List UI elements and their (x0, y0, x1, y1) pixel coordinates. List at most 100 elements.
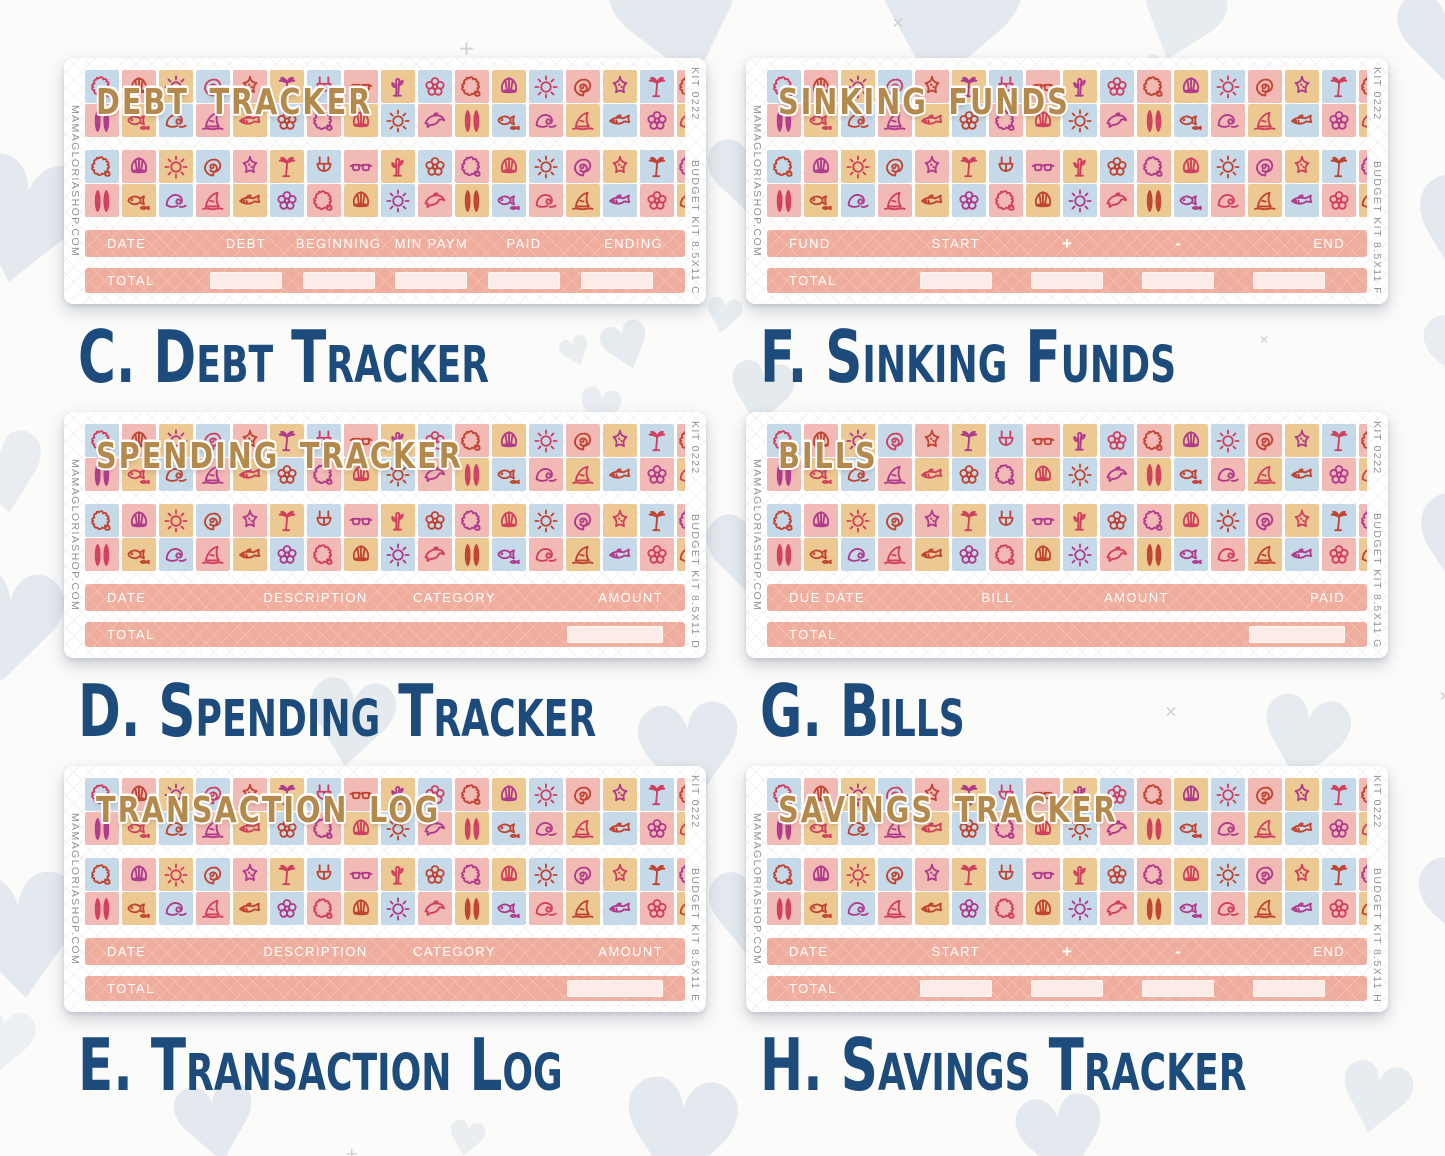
sticker-coral-icon (455, 778, 489, 811)
sticker-flower-icon (952, 892, 986, 925)
sticker-wave-icon (1211, 538, 1245, 571)
sticker-surfboard-icon (85, 892, 119, 925)
sticker-palm-icon (640, 504, 674, 537)
total-label: TOTAL (107, 273, 155, 288)
sticker-square-grid (85, 70, 685, 217)
sticker-scallop-icon (804, 858, 838, 891)
sticker-surfboard-icon (85, 538, 119, 571)
sticker-sun-icon (159, 858, 193, 891)
sticker-nautilus-icon (878, 150, 912, 183)
sticker-dolphin-icon (418, 812, 452, 845)
sticker-nautilus-icon (196, 424, 230, 457)
sticker-cactus-icon (381, 778, 415, 811)
sticker-starfish-icon (1285, 424, 1319, 457)
sticker-sun-icon (381, 184, 415, 217)
sheet-title: BILLS (778, 436, 878, 478)
sticker-flower-icon (1100, 858, 1134, 891)
sticker-sunglasses-icon (344, 778, 378, 811)
column-header: - (1175, 941, 1182, 961)
sticker-block (767, 778, 1367, 845)
total-row: TOTAL (767, 268, 1367, 293)
total-cell (292, 272, 385, 290)
column-header: DATE (789, 944, 829, 959)
sticker-dolphin-icon (418, 184, 452, 217)
total-cell (1234, 980, 1345, 998)
kit-label-zone: F. Sinking Funds (746, 304, 1388, 412)
sticker-row (767, 892, 1367, 925)
sticker-shark-icon (1285, 184, 1319, 217)
kit-label: G. Bills (760, 670, 965, 754)
sticker-cactus-icon (1063, 424, 1097, 457)
sticker-sunglasses-icon (1026, 778, 1060, 811)
sticker-flower-icon (1100, 504, 1134, 537)
total-row: TOTAL (767, 976, 1367, 1001)
column-header: + (1062, 233, 1072, 253)
sticker-fish-icon (804, 458, 838, 491)
sticker-coral-icon (989, 184, 1023, 217)
sticker-fin-icon (196, 184, 230, 217)
sticker-cactus-icon (381, 858, 415, 891)
kit-item-savings-tracker: MAMAGLORIASHOP.COM KIT 0222 BUDGET KIT 8… (746, 766, 1388, 1120)
sticker-fin-icon (878, 458, 912, 491)
column-header: START (931, 236, 981, 251)
sticker-surfboard-icon (85, 812, 119, 845)
sticker-wave-icon (841, 184, 875, 217)
kit-number-vertical-text: KIT 0222 (1371, 67, 1383, 121)
sticker-wave-icon (841, 104, 875, 137)
sticker-scallop-icon (804, 778, 838, 811)
sticker-bikini-icon (307, 424, 341, 457)
total-cell (1234, 272, 1345, 290)
kit-number-vertical-text: KIT 0222 (1371, 775, 1383, 829)
sticker-sun-icon (159, 70, 193, 103)
sticker-fish-icon (804, 104, 838, 137)
sheet-title: SAVINGS TRACKER (778, 790, 1118, 832)
sticker-block (767, 424, 1367, 491)
sticker-palm-icon (952, 424, 986, 457)
sticker-shark-icon (915, 458, 949, 491)
sticker-row (767, 504, 1367, 537)
sticker-wave-icon (677, 104, 685, 137)
sticker-sun-icon (1063, 538, 1097, 571)
sticker-wave-icon (529, 892, 563, 925)
sticker-flower-icon (270, 184, 304, 217)
column-header: MIN PAYM (394, 236, 469, 251)
sticker-shark-icon (603, 812, 637, 845)
sticker-sun-icon (159, 424, 193, 457)
sticker-sunglasses-icon (344, 424, 378, 457)
sticker-palm-icon (640, 858, 674, 891)
sticker-flower-icon (952, 458, 986, 491)
sticker-row (85, 424, 685, 457)
sticker-row (767, 150, 1367, 183)
total-cell (1123, 980, 1234, 998)
sticker-flower-icon (418, 504, 452, 537)
shop-url-vertical-text: MAMAGLORIASHOP.COM (751, 812, 763, 966)
sticker-shark-icon (1285, 538, 1319, 571)
sticker-wave-icon (159, 184, 193, 217)
sticker-nautilus-icon (1248, 150, 1282, 183)
sticker-block (85, 858, 685, 925)
sticker-cactus-icon (1063, 778, 1097, 811)
sticker-scallop-icon (122, 424, 156, 457)
sticker-surfboard-icon (85, 104, 119, 137)
sticker-starfish-icon (1285, 504, 1319, 537)
sticker-coral-icon (85, 424, 119, 457)
sticker-scallop-icon (1026, 184, 1060, 217)
sticker-row (85, 150, 685, 183)
sticker-starfish-icon (915, 70, 949, 103)
total-blank-box (488, 272, 561, 290)
column-header: DUE DATE (789, 590, 865, 605)
sticker-fin-icon (1248, 184, 1282, 217)
sticker-palm-icon (1322, 858, 1356, 891)
sticker-fish-icon (492, 812, 526, 845)
sticker-sun-icon (841, 778, 875, 811)
sticker-coral-icon (85, 504, 119, 537)
sheet-title: TRANSACTION LOG (96, 790, 441, 832)
sticker-cactus-icon (1063, 70, 1097, 103)
sheet-title: DEBT TRACKER (96, 82, 373, 124)
sticker-coral-icon (1359, 424, 1367, 457)
sticker-coral-icon (989, 458, 1023, 491)
total-label: TOTAL (107, 627, 155, 642)
total-cell (570, 272, 663, 290)
sticker-square-grid (767, 778, 1367, 925)
total-blank-box (919, 272, 992, 290)
